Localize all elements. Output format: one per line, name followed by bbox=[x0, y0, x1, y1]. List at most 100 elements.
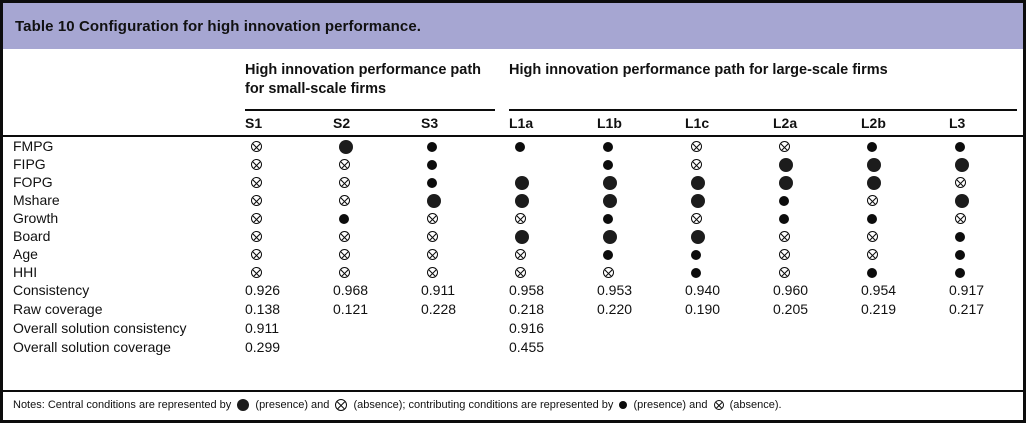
stat-cell-raw-coverage-l2a: 0.205 bbox=[773, 301, 809, 318]
row-label: Mshare bbox=[13, 191, 60, 208]
table-title-bar: Table 10 Configuration for high innovati… bbox=[3, 3, 1023, 49]
stat-cell-overall-solution-coverage-l1a: 0.455 bbox=[509, 339, 545, 356]
central-presence-icon bbox=[603, 175, 617, 190]
condition-cell-growth-s2 bbox=[333, 210, 421, 226]
condition-cell-hhi-l1a bbox=[509, 264, 597, 280]
contributing-absence-icon bbox=[427, 249, 438, 261]
column-header-s2: S2 bbox=[333, 114, 351, 131]
contributing-absence-icon bbox=[867, 231, 878, 243]
condition-cell-age-l1b bbox=[597, 246, 685, 262]
contributing-presence-icon bbox=[427, 177, 437, 188]
stat-cell-raw-coverage-s3: 0.228 bbox=[421, 301, 457, 318]
stat-cell-raw-coverage-l1b: 0.220 bbox=[597, 301, 633, 318]
contributing-presence-icon bbox=[691, 249, 701, 260]
central-presence-icon bbox=[237, 399, 250, 411]
notes-text: (presence) and bbox=[630, 399, 711, 411]
condition-cell-fipg-l3 bbox=[949, 156, 1023, 172]
condition-cell-age-s2 bbox=[333, 246, 421, 262]
contributing-absence-icon bbox=[713, 400, 724, 410]
contributing-absence-icon bbox=[251, 249, 262, 261]
contributing-absence-icon bbox=[867, 195, 878, 207]
condition-row-fmpg: FMPG bbox=[3, 137, 1023, 155]
contributing-presence-icon bbox=[867, 267, 877, 278]
contributing-absence-icon bbox=[339, 195, 350, 207]
stat-cell-consistency-s3: 0.911 bbox=[421, 282, 455, 299]
contributing-presence-icon bbox=[603, 249, 613, 260]
condition-cell-fopg-l2b bbox=[861, 174, 949, 190]
condition-cell-fmpg-l2b bbox=[861, 138, 949, 154]
column-header-l1c: L1c bbox=[685, 114, 710, 131]
column-header-l2b: L2b bbox=[861, 114, 886, 131]
contributing-absence-icon bbox=[779, 231, 790, 243]
contributing-presence-icon bbox=[691, 267, 701, 278]
stat-cell-raw-coverage-l3: 0.217 bbox=[949, 301, 985, 318]
central-presence-icon bbox=[603, 229, 617, 244]
contributing-presence-icon bbox=[955, 231, 965, 242]
row-label: FOPG bbox=[13, 173, 53, 190]
condition-cell-board-l1c bbox=[685, 228, 773, 244]
condition-cell-fopg-s2 bbox=[333, 174, 421, 190]
condition-cell-hhi-l3 bbox=[949, 264, 1023, 280]
central-presence-icon bbox=[515, 193, 529, 208]
column-header-l1b: L1b bbox=[597, 114, 622, 131]
condition-cell-growth-s1 bbox=[245, 210, 333, 226]
condition-cell-fmpg-l2a bbox=[773, 138, 861, 154]
condition-cell-mshare-l1a bbox=[509, 192, 597, 208]
group-rules-row bbox=[3, 108, 1023, 111]
contributing-presence-icon bbox=[867, 141, 877, 152]
condition-row-hhi: HHI bbox=[3, 263, 1023, 281]
row-label: Overall solution coverage bbox=[13, 339, 171, 356]
contributing-absence-icon bbox=[515, 249, 526, 261]
notes-text: (absence). bbox=[726, 399, 782, 411]
contributing-presence-icon bbox=[603, 141, 613, 152]
stat-cell-consistency-s1: 0.926 bbox=[245, 282, 281, 299]
row-label: FMPG bbox=[13, 137, 54, 154]
stat-cell-raw-coverage-l1a: 0.218 bbox=[509, 301, 545, 318]
stat-cell-raw-coverage-l2b: 0.219 bbox=[861, 301, 897, 318]
notes-divider-rule bbox=[3, 390, 1023, 392]
contributing-presence-icon bbox=[779, 213, 789, 224]
condition-cell-fmpg-l1c bbox=[685, 138, 773, 154]
column-header-l2a: L2a bbox=[773, 114, 798, 131]
condition-cell-fipg-l2a bbox=[773, 156, 861, 172]
condition-cell-age-s3 bbox=[421, 246, 509, 262]
central-presence-icon bbox=[867, 157, 881, 172]
condition-cell-fipg-l2b bbox=[861, 156, 949, 172]
stat-row-consistency: Consistency 0.926 0.968 0.911 0.958 0.953 0.94… bbox=[3, 281, 1023, 300]
contributing-presence-icon bbox=[955, 267, 965, 278]
contributing-absence-icon bbox=[339, 267, 350, 279]
condition-cell-fopg-l1c bbox=[685, 174, 773, 190]
stat-cell-consistency-l1a: 0.958 bbox=[509, 282, 545, 299]
contributing-absence-icon bbox=[955, 213, 966, 225]
stat-cell-raw-coverage-s1: 0.138 bbox=[245, 301, 281, 318]
condition-cell-age-l3 bbox=[949, 246, 1023, 262]
central-presence-icon bbox=[779, 175, 793, 190]
table-title: Table 10 Configuration for high innovati… bbox=[15, 17, 422, 35]
column-header-s3: S3 bbox=[421, 114, 439, 131]
condition-cell-fopg-s3 bbox=[421, 174, 509, 190]
condition-row-fipg: FIPG bbox=[3, 155, 1023, 173]
contributing-absence-icon bbox=[339, 177, 350, 189]
group-header-small-scale-firms: High innovation performance path for sma… bbox=[245, 62, 482, 97]
condition-cell-fipg-s2 bbox=[333, 156, 421, 172]
contributing-presence-icon bbox=[603, 213, 613, 224]
row-label: Board bbox=[13, 227, 51, 244]
contributing-absence-icon bbox=[955, 177, 966, 189]
contributing-presence-icon bbox=[515, 141, 525, 152]
condition-row-age: Age bbox=[3, 245, 1023, 263]
contributing-presence-icon bbox=[867, 213, 877, 224]
condition-cell-mshare-l2b bbox=[861, 192, 949, 208]
condition-cell-age-l2a bbox=[773, 246, 861, 262]
condition-cell-hhi-l2a bbox=[773, 264, 861, 280]
condition-cell-fopg-s1 bbox=[245, 174, 333, 190]
condition-cell-age-s1 bbox=[245, 246, 333, 262]
group-header-large-scale-firms: High innovation performance path for lar… bbox=[509, 62, 888, 78]
condition-rows: FMPG FIPG FOPG Mshare Growth Board Age HHI bbox=[3, 137, 1023, 281]
condition-row-fopg: FOPG bbox=[3, 173, 1023, 191]
row-label: Overall solution consistency bbox=[13, 320, 187, 337]
condition-cell-hhi-l1b bbox=[597, 264, 685, 280]
column-header-l1a: L1a bbox=[509, 114, 534, 131]
stat-cell-consistency-l3: 0.917 bbox=[949, 282, 985, 299]
contributing-presence-icon bbox=[339, 213, 349, 224]
